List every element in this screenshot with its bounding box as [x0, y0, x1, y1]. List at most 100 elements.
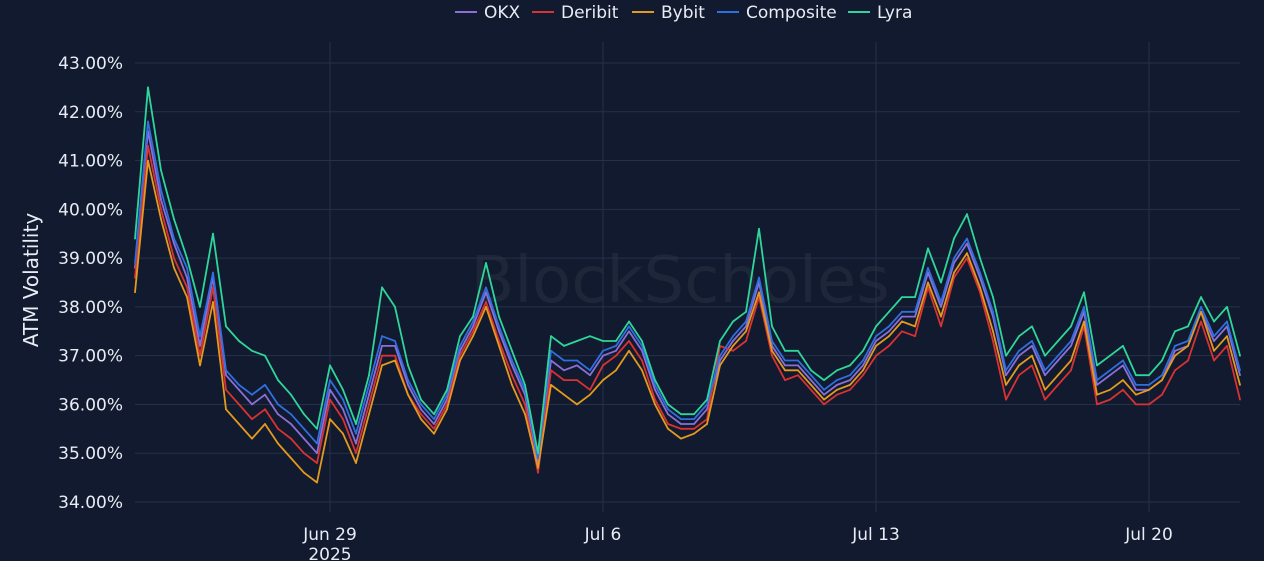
data-point — [433, 427, 435, 430]
data-point — [472, 325, 474, 328]
data-point — [381, 286, 383, 289]
legend-item-okx[interactable]: OKX — [455, 3, 521, 23]
data-point — [797, 364, 799, 367]
legend-item-deribit[interactable]: Deribit — [532, 3, 619, 23]
data-point — [1109, 369, 1111, 372]
legend-label: Lyra — [877, 3, 912, 23]
legend-item-lyra[interactable]: Lyra — [848, 3, 912, 23]
data-point — [160, 218, 162, 221]
data-point — [1018, 374, 1020, 377]
series-line-lyra — [134, 86, 1241, 455]
data-point — [199, 364, 201, 367]
data-point — [381, 354, 383, 357]
data-point — [225, 408, 227, 411]
series-deribit — [134, 145, 1241, 474]
data-point — [1122, 345, 1124, 347]
data-point — [1057, 354, 1059, 357]
series-line-composite — [134, 120, 1241, 459]
data-point — [823, 393, 825, 396]
data-point — [446, 388, 448, 391]
data-point — [602, 349, 604, 352]
data-point — [459, 354, 461, 357]
data-point — [264, 393, 266, 396]
data-point — [277, 379, 279, 381]
data-point — [1174, 349, 1176, 352]
data-point — [342, 398, 344, 401]
legend-item-bybit[interactable]: Bybit — [632, 3, 705, 23]
data-point — [550, 349, 552, 352]
data-point — [1031, 364, 1033, 367]
data-point — [277, 403, 279, 406]
data-point — [433, 432, 435, 435]
data-point — [693, 427, 695, 430]
data-point — [316, 481, 318, 484]
data-point — [1096, 379, 1098, 381]
data-point — [745, 320, 747, 323]
y-tick-label: 37.00% — [58, 347, 123, 367]
data-point — [849, 388, 851, 391]
data-point — [160, 198, 162, 201]
data-point — [173, 257, 175, 259]
data-point — [1174, 345, 1176, 347]
data-point — [186, 296, 188, 298]
data-point — [732, 349, 734, 352]
data-point — [290, 437, 292, 440]
data-point — [1187, 340, 1189, 342]
data-point — [1005, 369, 1007, 372]
data-point — [420, 408, 422, 411]
data-point — [576, 340, 578, 342]
data-point — [667, 413, 669, 416]
data-point — [225, 388, 227, 391]
data-point — [966, 242, 968, 245]
data-point — [238, 403, 240, 406]
data-point — [134, 276, 136, 279]
data-point — [1096, 384, 1098, 386]
data-point — [407, 379, 409, 381]
data-point — [888, 345, 890, 347]
data-point — [212, 271, 214, 274]
data-point — [1161, 359, 1163, 362]
data-point — [1031, 325, 1033, 328]
data-point — [966, 237, 968, 240]
data-point — [797, 374, 799, 377]
data-point — [1148, 403, 1150, 406]
watermark: BlockScholes — [470, 244, 889, 318]
data-point — [394, 354, 396, 357]
data-point — [1057, 374, 1059, 377]
data-point — [732, 345, 734, 347]
data-point — [641, 349, 643, 352]
data-point — [589, 369, 591, 372]
data-point — [966, 257, 968, 259]
data-point — [914, 325, 916, 328]
data-point — [368, 403, 370, 406]
data-point — [433, 423, 435, 425]
data-point — [342, 388, 344, 391]
data-point — [628, 320, 630, 323]
data-point — [459, 345, 461, 347]
data-point — [914, 296, 916, 298]
data-point — [797, 349, 799, 352]
data-point — [615, 340, 617, 342]
data-point — [1226, 345, 1228, 347]
data-point — [1226, 320, 1228, 323]
data-point — [888, 310, 890, 313]
data-point — [342, 418, 344, 420]
series-line-deribit — [134, 145, 1241, 474]
data-point — [862, 359, 864, 362]
data-point — [1226, 306, 1228, 308]
data-point — [927, 247, 929, 250]
data-point — [901, 315, 903, 318]
data-point — [1135, 393, 1137, 396]
data-point — [1200, 296, 1202, 298]
data-point — [992, 296, 994, 298]
data-point — [173, 242, 175, 245]
data-point — [550, 384, 552, 386]
legend-item-composite[interactable]: Composite — [717, 3, 837, 23]
data-point — [1109, 354, 1111, 357]
data-point — [329, 418, 331, 420]
data-point — [1213, 340, 1215, 342]
data-point — [1122, 364, 1124, 367]
data-point — [498, 315, 500, 318]
legend[interactable]: OKX Deribit Bybit Composite Lyra — [455, 3, 912, 23]
data-point — [1083, 320, 1085, 323]
